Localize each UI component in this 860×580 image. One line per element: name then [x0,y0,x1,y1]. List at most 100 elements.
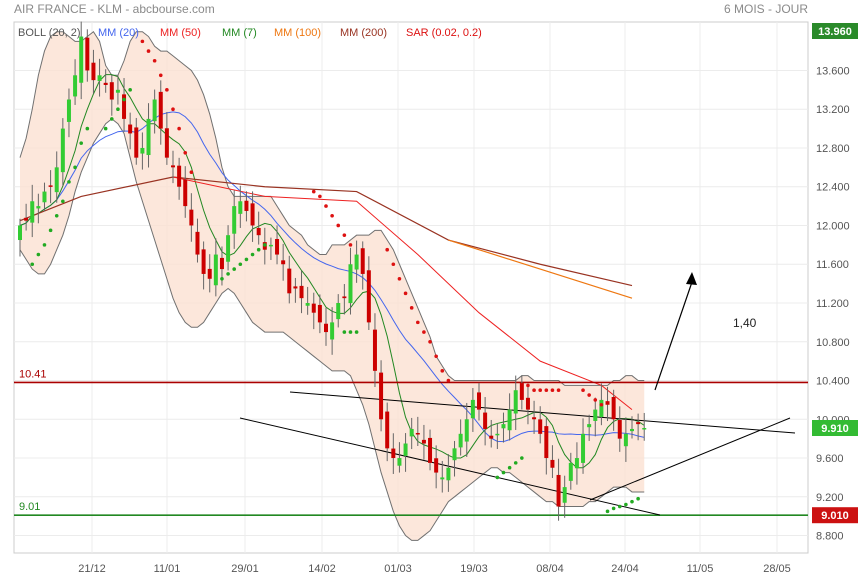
y-tick-label: 12.800 [816,143,850,155]
sar-dot [54,213,59,218]
candle [330,307,335,355]
sar-dot [544,388,549,393]
sar-dot [532,388,536,393]
candle-body [452,448,457,461]
arrow-shaft [654,281,693,391]
candle [171,150,175,184]
candle-body [489,435,494,439]
x-tick-label: 19/03 [460,563,488,575]
sar-dot [146,49,151,53]
candle-body [397,458,402,466]
candle-body [391,448,396,459]
legend-entry: SAR (0.02, 0.2) [406,27,482,39]
candle-body [171,165,175,168]
candle-body [385,411,390,449]
sar-dot [520,456,524,460]
sar-dot [324,204,328,208]
sar-dot [446,378,451,383]
candle-body [348,264,353,304]
y-tick-label: 10.400 [816,376,850,388]
candle [183,166,188,218]
sar-dot [507,465,512,470]
candle-body [470,399,475,419]
candle-body [79,36,84,83]
last-price-badge: 9.910 [812,420,858,437]
sar-dot [61,199,65,204]
candle [366,256,371,330]
sar-dot [140,39,145,44]
candle [103,69,108,93]
candle-body [244,200,249,211]
sar-dot [318,194,322,199]
candle [593,397,598,437]
sar-dot [495,475,500,480]
candle-body [128,124,133,134]
sar-dot [67,180,71,184]
candle-body [305,303,310,306]
candle [317,294,322,334]
sar-dot [354,330,359,334]
sar-dot [348,330,353,334]
sar-dot [538,388,542,393]
candle [189,193,194,242]
candle [311,292,316,330]
sar-dot [30,262,35,267]
candlesticks [18,21,647,521]
sar-dot [42,243,47,247]
candle [36,193,41,224]
sar-dot [177,126,181,131]
candle-body [581,433,586,463]
sar-dot [397,276,402,281]
candle-body [73,75,78,97]
sar-dot [336,223,341,228]
candle-body [324,323,328,333]
candle-body [366,270,371,323]
bollinger-upper [19,30,645,386]
candle-body [525,397,530,410]
sar-dot [244,257,249,262]
candle-body [630,428,634,432]
candle-body [140,147,145,154]
candle-body [434,458,439,473]
sar-dot [171,107,175,112]
candle-body [293,286,298,289]
candle [115,75,120,105]
candle [232,190,237,249]
y-tick-label: 13.600 [816,65,850,77]
candle [30,184,35,238]
sar-dot [189,170,194,174]
x-tick-label: 28/05 [763,563,791,575]
candle-body [219,257,224,270]
sar-dot [330,213,334,218]
candle [134,117,139,165]
candle-body [146,118,151,156]
candle-body [483,412,488,429]
candle [379,360,384,432]
candle-body [477,392,481,410]
bollinger-lower [19,118,645,541]
mm200-line [19,176,633,287]
candle [73,59,78,105]
candle [519,375,524,410]
candle [501,412,506,443]
bollinger-fill [20,31,645,541]
candle [244,191,249,222]
candle [581,418,586,474]
sar-dot [36,252,41,257]
sar-dot [311,189,316,194]
candle-body [66,99,71,122]
resistance-label: 10.41 [19,368,47,380]
candle-body [532,417,537,420]
candle [532,400,537,434]
candle [452,440,457,477]
y-tick-label: 12.400 [816,182,850,194]
candle-body [507,409,512,431]
candle-body [623,433,628,447]
sar-dot [348,243,353,247]
candle-body [54,167,59,193]
last-price-badge-text: 9.910 [821,423,849,435]
sar-dot [587,393,591,397]
candle-body [42,191,47,203]
candle-body [562,487,567,503]
